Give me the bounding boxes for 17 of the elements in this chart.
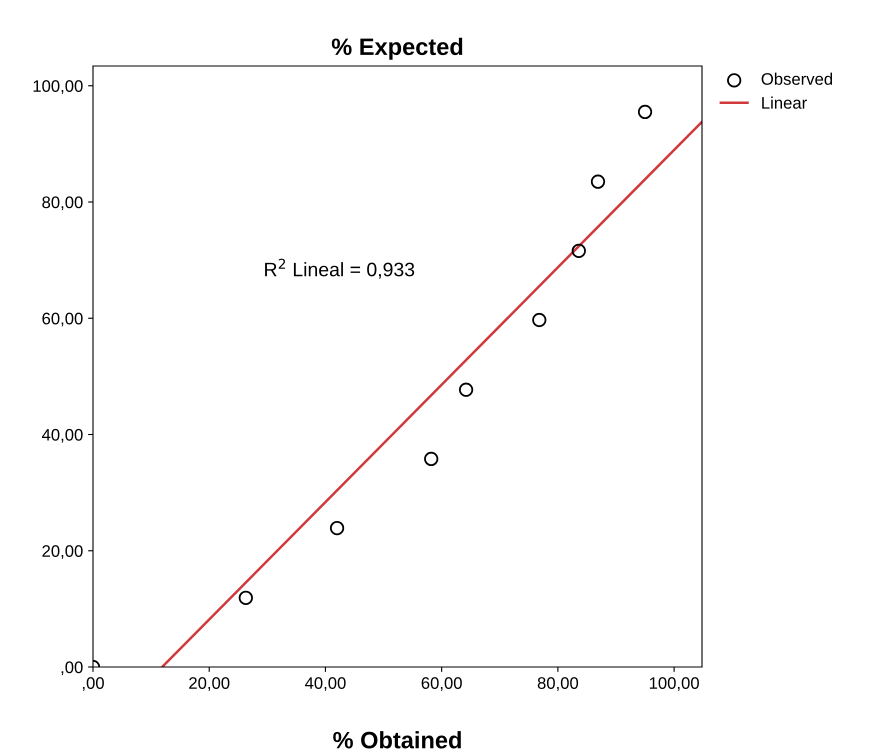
x-tick-label: 60,00 <box>422 677 462 691</box>
y-tick-label: ,00 <box>62 661 83 676</box>
x-tick-label: 80,00 <box>538 677 578 691</box>
x-tick-label: 100,00 <box>650 677 699 691</box>
legend-label: Observed <box>762 72 832 85</box>
y-tick-label: 20,00 <box>42 545 83 559</box>
x-tick-label: 40,00 <box>304 677 346 691</box>
x-axis-title: % Obtained <box>333 731 461 748</box>
y-tick-label: 80,00 <box>42 196 83 210</box>
y-tick-label: 100,00 <box>34 80 83 94</box>
x-tick-label: ,00 <box>82 677 104 691</box>
y-tick-label: 60,00 <box>42 312 83 326</box>
annotation: R$^{2}$ Lineal = 0,933 <box>265 258 414 279</box>
chart-title: % Expected <box>332 38 462 60</box>
y-tick-label: 40,00 <box>42 428 83 443</box>
legend-label: Linear <box>762 96 807 109</box>
x-tick-label: 20,00 <box>189 677 230 691</box>
